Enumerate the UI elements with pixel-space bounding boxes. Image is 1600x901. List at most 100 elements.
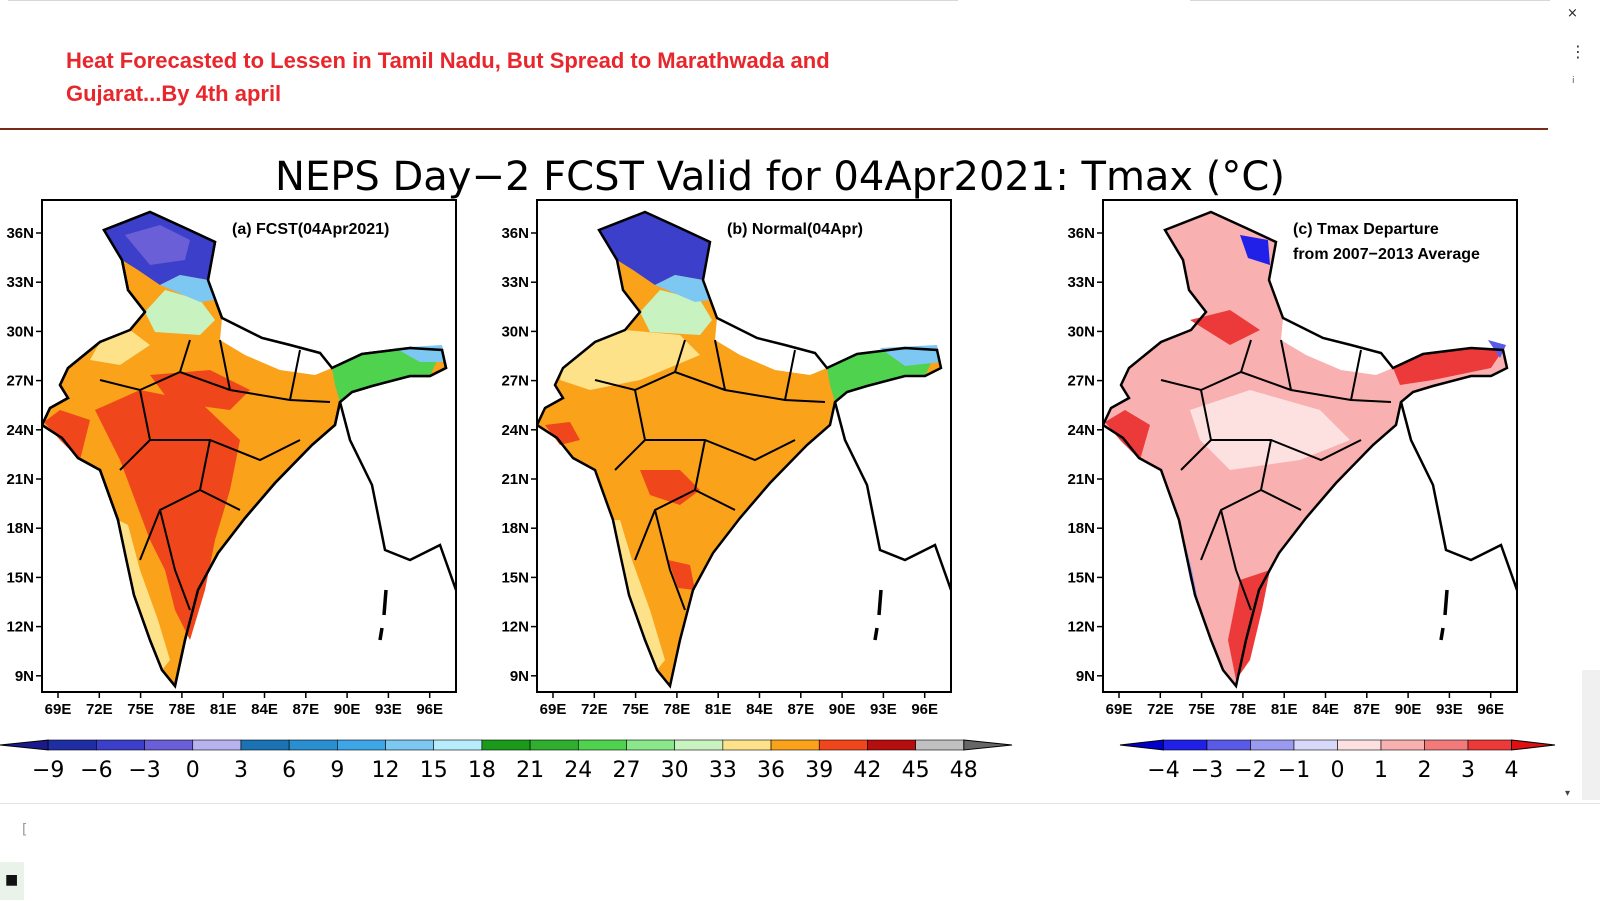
panel-c-red-ne [1393, 348, 1503, 385]
info-icon[interactable]: i [1572, 76, 1575, 86]
colorbar-swatch [385, 739, 435, 751]
colorbar-under-arrow [1119, 739, 1164, 751]
colorbar-label: 9 [330, 758, 344, 783]
colorbar-swatch [96, 739, 145, 751]
colorbar-over-arrow [963, 739, 1013, 751]
panel-c-islands [1439, 589, 1449, 641]
lon-tick-label: 75E [622, 701, 649, 718]
scroll-down-icon[interactable]: ▾ [1565, 788, 1571, 799]
colorbar-label: −4 [1147, 758, 1179, 783]
colorbar-swatch [433, 739, 483, 751]
panel-c [1103, 210, 1517, 689]
panel-b-mild-north [560, 330, 700, 390]
page-bottom-area [0, 803, 1600, 901]
colorbar-label: −9 [32, 758, 64, 783]
colorbar-label: 27 [612, 758, 640, 783]
panel-a-colder-north [125, 225, 190, 265]
colorbar-swatch [337, 739, 386, 751]
colorbar-swatch [577, 739, 627, 751]
lon-tick-label: 96E [1477, 701, 1504, 718]
lat-tick-label: 27N [501, 373, 529, 390]
panel-a-mild-north [90, 330, 150, 365]
lat-tick-label: 30N [1067, 323, 1095, 340]
lat-tick-label: 33N [6, 274, 34, 291]
colorbar-swatch [1293, 739, 1338, 751]
colorbar-swatch [192, 739, 242, 751]
lon-tick-label: 78E [169, 701, 196, 718]
panel-a [42, 210, 456, 689]
lon-tick-label: 87E [1353, 701, 1380, 718]
panel-a-green-north [145, 290, 215, 335]
colorbar-label: −1 [1278, 758, 1310, 783]
colorbar-swatch [529, 739, 579, 751]
lat-tick-label: 24N [6, 422, 34, 439]
lon-tick-label: 75E [127, 701, 154, 718]
lon-tick-label: 84E [1312, 701, 1339, 718]
lat-tick-label: 12N [501, 619, 529, 636]
lat-tick-label: 18N [501, 520, 529, 537]
colorbar-label: 30 [661, 758, 689, 783]
panel-b-title: (b) Normal(04Apr) [727, 221, 863, 238]
lat-tick-label: 12N [1067, 619, 1095, 636]
colorbar-swatch [674, 739, 724, 751]
panel-a-islands [378, 589, 388, 641]
panel-a-hot-west [44, 410, 90, 460]
panel-b-boundary [537, 210, 943, 689]
colorbar-label: −6 [80, 758, 112, 783]
lat-tick-label: 30N [501, 323, 529, 340]
colorbar-label: 3 [1461, 758, 1475, 783]
colorbar-swatch [1163, 739, 1208, 751]
lat-tick-label: 36N [501, 225, 529, 242]
panel-a-state-lines [99, 339, 331, 611]
lat-tick-label: 18N [6, 520, 34, 537]
panel-a-myanmar-coast [338, 401, 456, 591]
colorbar-swatch [770, 739, 820, 751]
panel-c-state-lines [1160, 339, 1392, 611]
colorbar-swatch [722, 739, 772, 751]
scrollbar-track[interactable] [1582, 670, 1600, 800]
panel-c-boundary [1103, 210, 1509, 689]
colorbar-swatch [144, 739, 194, 751]
lat-tick-label: 12N [6, 619, 34, 636]
lat-tick-label: 15N [6, 569, 34, 586]
colorbar-label: 33 [709, 758, 737, 783]
lon-tick-label: 90E [334, 701, 361, 718]
lon-tick-label: 69E [45, 701, 72, 718]
colorbar-swatch [915, 739, 965, 751]
panel-b-land [537, 212, 941, 686]
windows-start-button[interactable]: ■ [0, 862, 24, 900]
colorbar-label: 3 [234, 758, 248, 783]
colorbar-label: 21 [516, 758, 544, 783]
lon-tick-label: 84E [251, 701, 278, 718]
colorbar-swatch [1337, 739, 1382, 751]
panel-b-hot-south [668, 560, 695, 590]
colorbar-label: 48 [950, 758, 978, 783]
colorbar-label: 2 [1418, 758, 1432, 783]
more-options-icon[interactable]: ⋮ [1570, 42, 1586, 61]
lon-tick-label: 81E [705, 701, 732, 718]
lat-tick-label: 9N [15, 668, 34, 685]
lat-tick-label: 27N [1067, 373, 1095, 390]
lon-tick-label: 81E [210, 701, 237, 718]
lon-tick-label: 90E [1395, 701, 1422, 718]
lon-tick-label: 90E [829, 701, 856, 718]
lon-tick-label: 78E [664, 701, 691, 718]
colorbar-swatch [1250, 739, 1295, 751]
panel-b [537, 210, 951, 689]
lon-tick-label: 93E [870, 701, 897, 718]
close-icon[interactable]: × [1567, 6, 1578, 21]
lat-tick-label: 15N [501, 569, 529, 586]
colorbar-swatch [481, 739, 531, 751]
colorbar-label: 45 [902, 758, 930, 783]
panel-b-hot-west [545, 422, 580, 445]
headline-divider [0, 128, 1548, 130]
colorbar-label: 15 [420, 758, 448, 783]
lon-tick-label: 87E [787, 701, 814, 718]
colorbar-label: 42 [853, 758, 881, 783]
lon-tick-label: 69E [540, 701, 567, 718]
lat-tick-label: 24N [1067, 422, 1095, 439]
lon-tick-label: 93E [375, 701, 402, 718]
colorbar-swatch [818, 739, 868, 751]
panel-c-red-north [1190, 310, 1260, 345]
panel-c-frame [1102, 199, 1518, 693]
